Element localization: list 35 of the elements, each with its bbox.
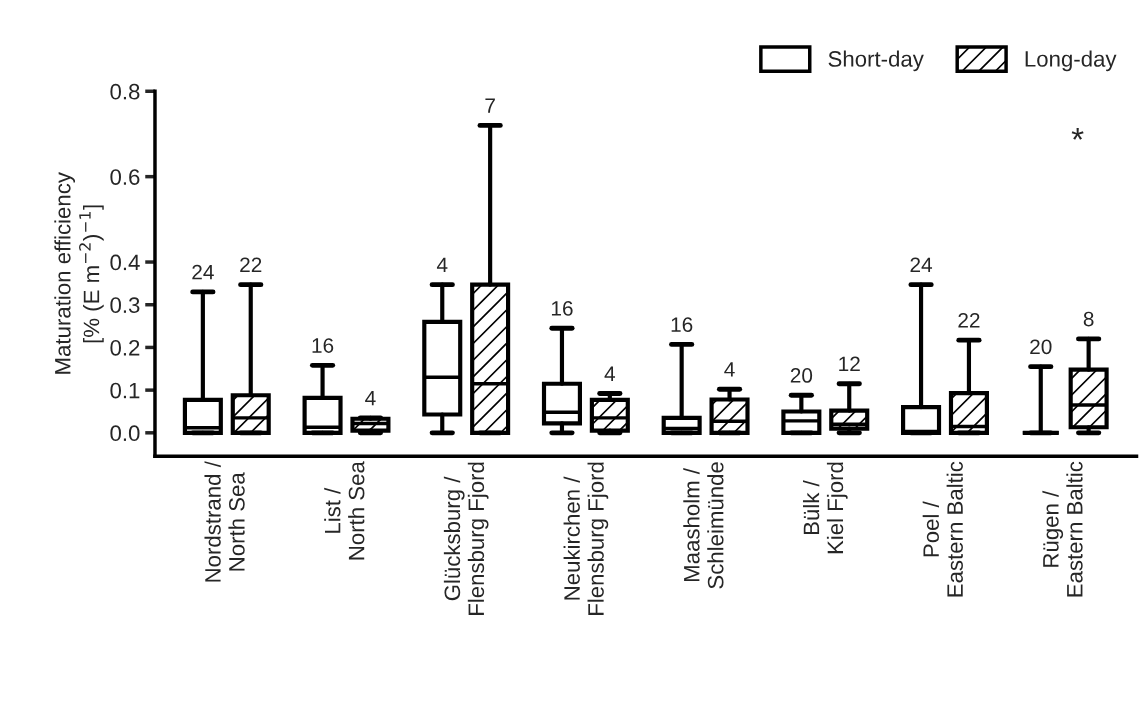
x-tick-label: Glücksburg / Flensburg Fjord — [443, 462, 489, 615]
text: 4 — [365, 390, 376, 406]
text: 4 — [604, 366, 616, 381]
legend-label: Long-day — [1025, 50, 1117, 72]
text: 4 — [724, 362, 735, 377]
y-tick-label: 0.2 — [110, 339, 140, 356]
annotation: * — [1071, 128, 1084, 140]
y-tick-label: 0.4 — [110, 254, 140, 271]
text: 20 — [790, 368, 813, 383]
y-tick-label: 0.1 — [110, 382, 140, 399]
text: 24 — [910, 257, 933, 273]
y-tick-label: 0.8 — [110, 83, 140, 100]
x-tick-label: Poel / Eastern Baltic — [922, 461, 963, 597]
text: 7 — [485, 98, 495, 113]
text: 8 — [1083, 311, 1094, 327]
text: 22 — [240, 257, 262, 273]
text: 16 — [551, 301, 573, 316]
legend-label: Short-day — [828, 50, 924, 72]
text: 24 — [192, 264, 214, 280]
x-tick-label: Neukirchen / Flensburg Fjord — [563, 462, 609, 615]
y-tick-label: 0.3 — [110, 297, 140, 313]
x-tick-label: Nordstrand / North Sea — [204, 461, 245, 582]
text: 20 — [1030, 339, 1052, 355]
text: 16 — [671, 317, 693, 332]
x-tick-label: Rügen / Eastern Baltic — [1042, 461, 1083, 597]
y-tick-label: 0.0 — [110, 425, 140, 442]
x-tick-label: Bülk / Kiel Fjord — [802, 462, 848, 554]
text: 22 — [958, 312, 980, 328]
text: 12 — [839, 356, 860, 372]
y-axis-title: Maturation efficiency [% (E m$^{−2}$)$^{−1}$] — [54, 172, 104, 374]
y-tick-label: 0.6 — [110, 169, 140, 185]
text: 16 — [312, 338, 334, 353]
text: 4 — [436, 257, 448, 273]
x-tick-label: Maasholm / Schleimünde — [683, 462, 724, 589]
x-tick-label: List / North Sea — [324, 461, 365, 560]
